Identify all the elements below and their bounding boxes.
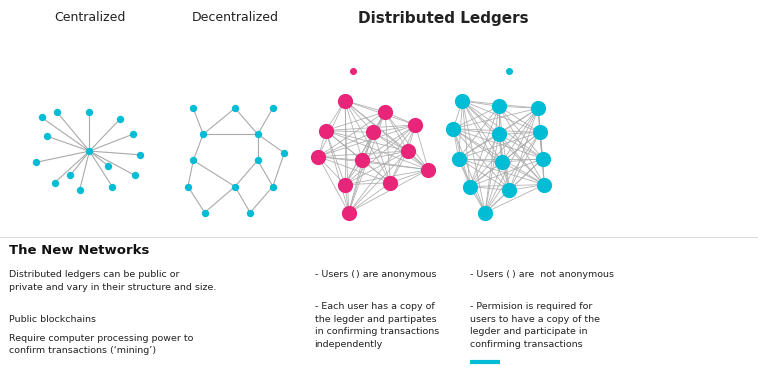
Text: - Users (: - Users ( (470, 270, 510, 279)
Point (343, 210, 355, 216)
Point (102, 163, 114, 169)
Point (538, 182, 550, 188)
Text: Public blockchains: Public blockchains (9, 315, 96, 324)
Point (49, 180, 61, 186)
Point (187, 105, 199, 111)
Point (479, 210, 491, 216)
Text: - Each user has a copy of
the legder and partipates
in confirming transactions
i: - Each user has a copy of the legder and… (315, 302, 439, 349)
Point (114, 116, 126, 122)
Point (244, 210, 256, 216)
Point (493, 103, 505, 109)
Point (182, 184, 194, 189)
Point (453, 156, 465, 162)
Point (30, 159, 42, 165)
Text: ) are  not anonymous: ) are not anonymous (512, 270, 614, 279)
Point (356, 157, 368, 163)
Text: Distributed ledgers can be public or
private and vary in their structure and siz: Distributed ledgers can be public or pri… (9, 270, 217, 292)
Point (278, 150, 290, 156)
Point (267, 105, 279, 111)
Point (187, 157, 199, 163)
Point (402, 148, 414, 154)
Point (456, 98, 468, 104)
Point (347, 68, 359, 74)
Point (134, 152, 146, 158)
Point (252, 157, 264, 163)
Point (36, 115, 48, 120)
Point (129, 172, 141, 178)
Text: The New Networks: The New Networks (9, 244, 149, 257)
Point (339, 98, 351, 104)
Point (532, 105, 544, 111)
Point (312, 154, 324, 160)
Point (503, 68, 515, 74)
Point (252, 131, 264, 137)
Point (41, 133, 53, 139)
Point (503, 187, 515, 193)
Point (496, 159, 508, 165)
Point (339, 182, 351, 188)
Point (51, 109, 63, 115)
Point (127, 131, 139, 137)
Point (74, 187, 86, 193)
Point (409, 122, 421, 128)
Point (267, 184, 279, 189)
Point (83, 109, 96, 115)
Text: Require computer processing power to
confirm transactions (‘mining’): Require computer processing power to con… (9, 334, 193, 355)
Text: - Permision is required for
users to have a copy of the
legder and participate i: - Permision is required for users to hav… (470, 302, 600, 349)
Text: Distributed Ledgers: Distributed Ledgers (358, 11, 529, 26)
Point (447, 126, 459, 132)
Point (106, 184, 118, 189)
Point (64, 172, 77, 178)
Point (534, 129, 546, 135)
Point (379, 109, 391, 115)
Point (83, 148, 96, 154)
Point (422, 167, 434, 173)
Point (464, 184, 476, 189)
Text: Decentralized: Decentralized (192, 11, 278, 24)
Point (384, 180, 396, 186)
Point (367, 129, 379, 135)
Text: - Users (: - Users ( (315, 270, 355, 279)
Point (197, 131, 209, 137)
Point (320, 128, 332, 134)
Point (537, 156, 549, 162)
Point (493, 131, 505, 137)
Point (229, 184, 241, 189)
Point (199, 210, 211, 216)
Point (229, 105, 241, 111)
Text: ) are anonymous: ) are anonymous (356, 270, 437, 279)
Text: Centralized: Centralized (54, 11, 125, 24)
